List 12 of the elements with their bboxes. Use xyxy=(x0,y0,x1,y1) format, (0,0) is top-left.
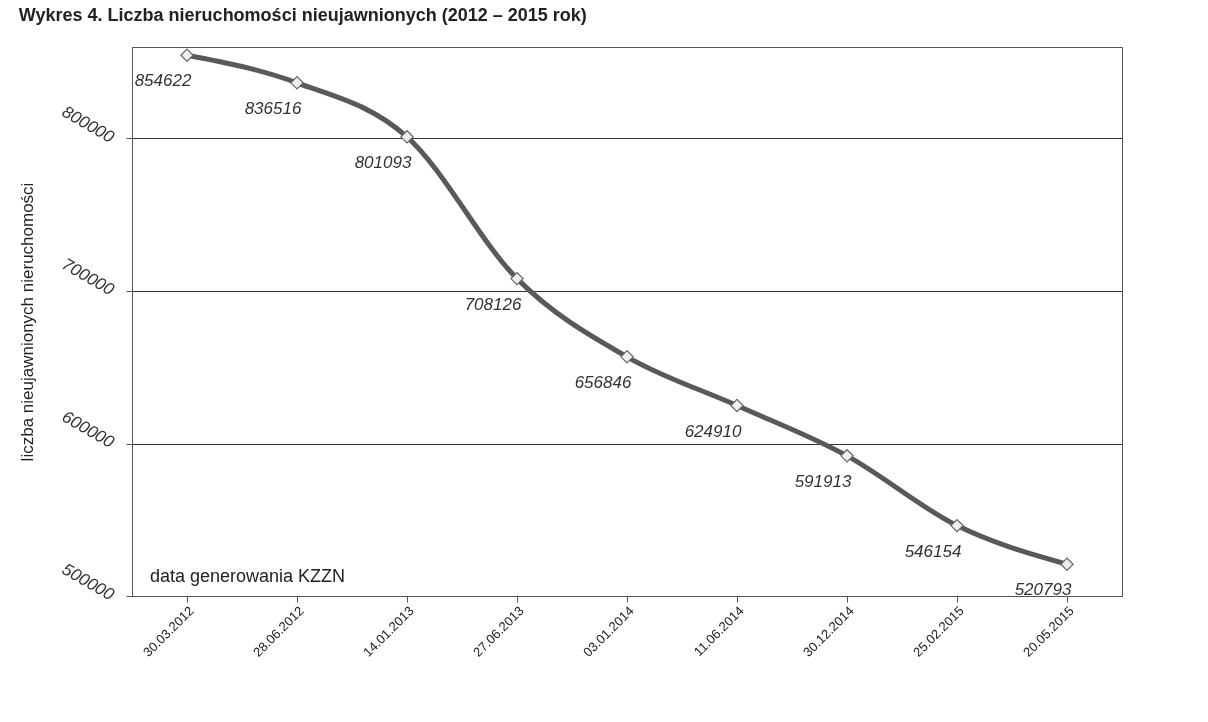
data-label: 520793 xyxy=(1014,580,1072,600)
data-label: 656846 xyxy=(574,372,632,392)
data-label: 801093 xyxy=(354,152,412,172)
data-label: 854622 xyxy=(134,71,192,91)
data-label: 836516 xyxy=(244,98,302,118)
data-label: 708126 xyxy=(464,294,522,314)
y-axis-title: liczba nieujawnionych nieruchomości xyxy=(18,182,38,462)
data-label: 546154 xyxy=(904,541,962,561)
annotation: data generowania KZZN xyxy=(150,566,346,586)
chart-title: Wykres 4. Liczba nieruchomości nieujawnionych (2012 – 2015 rok) xyxy=(18,4,587,25)
data-label: 624910 xyxy=(684,421,742,441)
data-label: 591913 xyxy=(794,471,852,491)
